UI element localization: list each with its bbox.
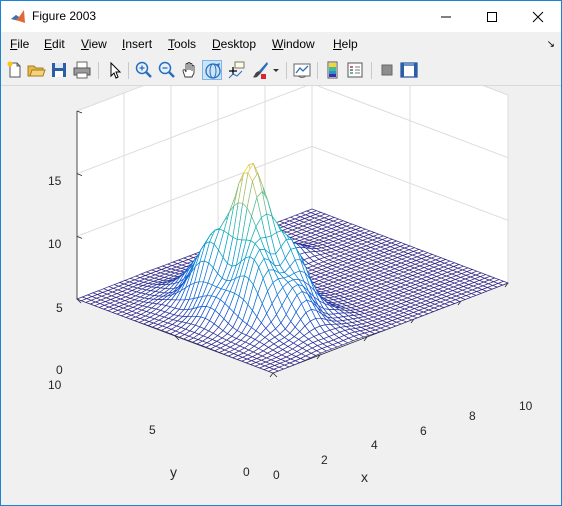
y-tick-label: 10 bbox=[48, 378, 62, 392]
open-file-icon[interactable] bbox=[26, 60, 46, 80]
edit-plot-arrow-icon[interactable] bbox=[105, 60, 125, 80]
zoom-out-icon[interactable] bbox=[157, 60, 177, 80]
figure-toolbar bbox=[1, 56, 561, 86]
maximize-icon bbox=[487, 12, 497, 22]
x-tick-label: 8 bbox=[469, 409, 476, 423]
hide-plot-tools-icon[interactable] bbox=[377, 60, 397, 80]
zoom-in-icon[interactable] bbox=[134, 60, 154, 80]
x-tick-mark bbox=[457, 300, 462, 306]
menu-tools[interactable]: Tools bbox=[168, 37, 197, 51]
y-tick-mark bbox=[272, 372, 278, 378]
toolbar-separator bbox=[98, 62, 99, 79]
y-tick-mark bbox=[76, 298, 82, 304]
y-axis-label: y bbox=[170, 464, 177, 480]
brush-dropdown-icon[interactable] bbox=[271, 60, 281, 80]
menu-window[interactable]: Window bbox=[272, 37, 315, 51]
menu-help[interactable]: Help bbox=[333, 37, 358, 51]
x-axis-label: x bbox=[361, 469, 368, 485]
window-title: Figure 2003 bbox=[32, 9, 97, 23]
x-tick-label: 10 bbox=[519, 399, 533, 413]
x-tick-mark bbox=[269, 372, 274, 378]
print-icon[interactable] bbox=[72, 60, 92, 80]
new-figure-icon[interactable] bbox=[5, 60, 25, 80]
menu-bar: File Edit View Insert Tools Desktop Wind… bbox=[1, 34, 561, 54]
pan-hand-icon[interactable] bbox=[179, 60, 199, 80]
x-tick-label: 0 bbox=[273, 468, 280, 482]
back-wall-pane bbox=[77, 86, 312, 299]
z-tick-mark bbox=[76, 173, 83, 177]
z-tick-label: 15 bbox=[48, 174, 62, 188]
save-icon[interactable] bbox=[49, 60, 69, 80]
maximize-button[interactable] bbox=[469, 1, 515, 32]
minimize-button[interactable] bbox=[423, 1, 469, 32]
title-bar[interactable]: Figure 2003 bbox=[1, 1, 561, 32]
figure-canvas[interactable]: 2D density of multivariate Gaussian 15 1… bbox=[1, 86, 561, 505]
y-tick-mark bbox=[174, 335, 180, 341]
z-tick-label: 5 bbox=[56, 301, 63, 315]
menu-view[interactable]: View bbox=[81, 37, 107, 51]
toolbar-separator bbox=[317, 62, 318, 79]
x-tick-label: 2 bbox=[321, 453, 328, 467]
rotate-3d-icon[interactable] bbox=[202, 60, 222, 80]
menu-file[interactable]: File bbox=[10, 37, 30, 51]
toolbar-separator bbox=[286, 62, 287, 79]
z-tick-label: 10 bbox=[48, 237, 62, 251]
insert-colorbar-icon[interactable] bbox=[323, 60, 343, 80]
z-tick-label: 0 bbox=[56, 363, 63, 377]
surface-plot[interactable] bbox=[1, 86, 561, 505]
minimize-icon bbox=[441, 16, 451, 18]
menu-edit[interactable]: Edit bbox=[44, 37, 65, 51]
insert-legend-icon[interactable] bbox=[345, 60, 365, 80]
undock-arrow-icon[interactable]: ↘ bbox=[546, 39, 555, 50]
x-tick-label: 4 bbox=[371, 438, 378, 452]
toolbar-separator bbox=[371, 62, 372, 79]
toolbar-separator bbox=[128, 62, 129, 79]
y-tick-label: 5 bbox=[149, 423, 156, 437]
x-tick-mark bbox=[504, 282, 509, 288]
surface-mesh bbox=[76, 162, 509, 374]
z-grid-line bbox=[76, 86, 509, 175]
close-button[interactable] bbox=[515, 1, 561, 32]
x-tick-label: 6 bbox=[420, 424, 427, 438]
x-tick-mark bbox=[363, 336, 368, 342]
matlab-logo-icon bbox=[11, 10, 25, 23]
x-tick-mark bbox=[410, 318, 415, 324]
z-tick-mark bbox=[76, 235, 83, 239]
link-plot-icon[interactable] bbox=[292, 60, 312, 80]
surface-cell bbox=[497, 280, 509, 286]
brush-icon[interactable] bbox=[250, 60, 270, 80]
menu-insert[interactable]: Insert bbox=[122, 37, 153, 51]
data-cursor-icon[interactable] bbox=[226, 60, 246, 80]
menu-desktop[interactable]: Desktop bbox=[212, 37, 257, 51]
close-icon bbox=[532, 11, 544, 23]
x-tick-mark bbox=[316, 354, 321, 360]
z-tick-mark bbox=[76, 110, 83, 114]
y-tick-label: 0 bbox=[243, 465, 250, 479]
show-plot-tools-icon[interactable] bbox=[399, 60, 419, 80]
